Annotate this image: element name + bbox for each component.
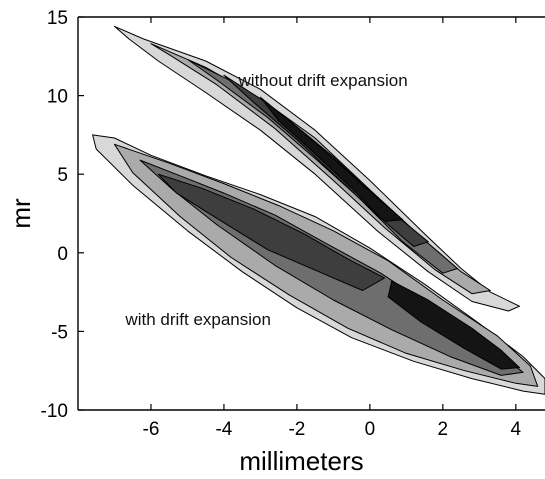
x-tick-label: -2 (288, 419, 305, 440)
contour-level-4 (157, 173, 385, 291)
contour-level-5 (259, 96, 404, 222)
plot-area (92, 25, 545, 395)
x-tick-label: 2 (438, 419, 449, 440)
y-tick-label: 0 (57, 244, 68, 265)
contour-layer (92, 25, 545, 395)
annotations-layer: without drift expansion with drift expan… (124, 71, 407, 329)
x-axis-label: millimeters (239, 446, 363, 476)
annotation-with-drift-expansion: with drift expansion (124, 310, 271, 329)
contour-level-5 (387, 280, 520, 370)
annotation-without-drift-expansion: without drift expansion (238, 71, 408, 90)
y-axis-label: mr (6, 198, 36, 229)
axes: -6 -4 -2 0 2 4 -10 -5 0 5 10 15 (41, 8, 545, 440)
y-tick-label: -10 (41, 401, 68, 422)
contour-group-with-drift-expansion (92, 134, 545, 395)
x-tick-label: 4 (511, 419, 522, 440)
x-tick-label: -6 (143, 419, 160, 440)
y-tick-label: 5 (57, 165, 68, 186)
y-tick-label: 15 (47, 8, 68, 29)
contour-group-without-drift-expansion (114, 25, 520, 312)
x-tick-label: 0 (365, 419, 376, 440)
y-tick-label: 10 (47, 87, 68, 108)
x-tick-label: -4 (215, 419, 232, 440)
y-tick-label: -5 (51, 322, 68, 343)
